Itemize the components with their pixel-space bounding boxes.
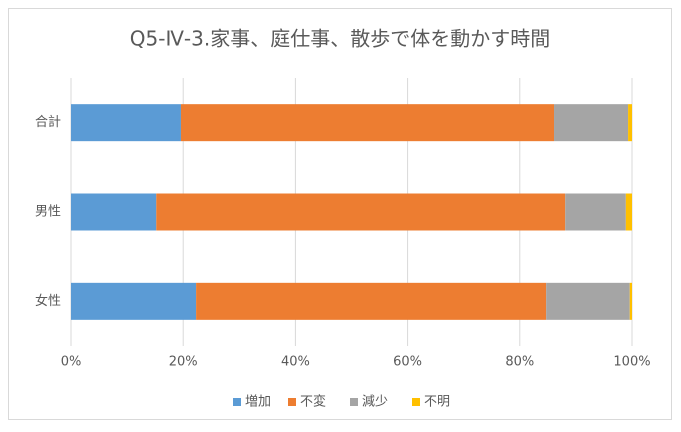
bar-segment [71, 282, 197, 320]
y-tick-label: 男性 [35, 205, 61, 220]
x-tick-label: 100% [613, 355, 650, 370]
x-tick-label: 60% [393, 355, 422, 370]
x-tick-label: 0% [61, 355, 82, 370]
x-tick-label: 80% [505, 355, 534, 370]
bar-segment [629, 282, 632, 320]
legend-label: 不明 [424, 395, 450, 410]
bar-segment [554, 104, 629, 142]
legend-label: 減少 [362, 394, 388, 410]
bar-segment [546, 282, 630, 320]
legend-swatch [288, 398, 296, 406]
x-tick-label: 20% [169, 355, 198, 370]
bar-segment [625, 193, 632, 231]
bar-segment [156, 193, 566, 231]
bar-segment [71, 193, 157, 231]
legend-swatch [412, 398, 420, 406]
legend-label: 増加 [245, 395, 271, 410]
legend-swatch [233, 398, 241, 406]
chart-title: Q5-Ⅳ-3.家事、庭仕事、散歩で体を動かす時間 [130, 27, 550, 51]
bar-segment [180, 104, 555, 142]
legend-label: 不変 [300, 394, 326, 410]
bar-segment [196, 282, 547, 320]
bar-segment [565, 193, 626, 231]
x-tick-label: 40% [281, 355, 310, 370]
y-tick-label: 合計 [35, 114, 61, 130]
legend-swatch [350, 398, 358, 406]
bar-segment [628, 104, 632, 142]
bar-segment [71, 104, 181, 142]
y-tick-label: 女性 [35, 293, 61, 309]
